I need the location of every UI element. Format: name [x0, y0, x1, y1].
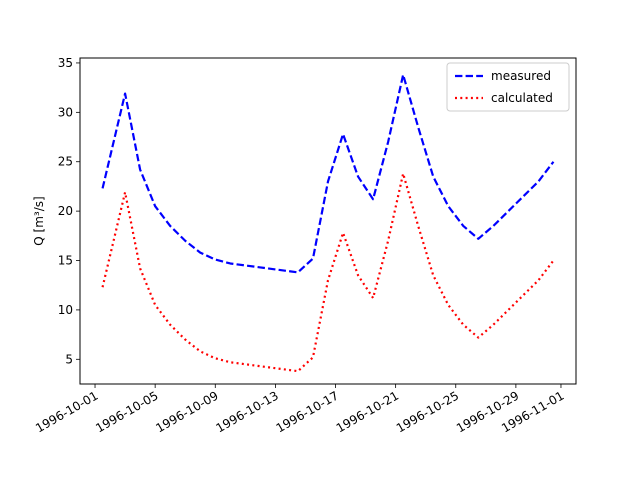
- y-tick-label: 20: [58, 204, 73, 218]
- x-axis: 1996-10-011996-10-051996-10-091996-10-13…: [33, 384, 566, 435]
- y-tick-label: 35: [58, 56, 73, 70]
- y-tick-label: 5: [65, 352, 73, 366]
- x-tick-label: 1996-10-05: [93, 388, 160, 435]
- series-line-calculated: [101, 172, 555, 373]
- legend-label-measured: measured: [491, 69, 551, 83]
- plot-area: [79, 57, 577, 385]
- legend-label-calculated: calculated: [491, 91, 553, 105]
- x-tick-label: 1996-10-13: [213, 388, 280, 435]
- x-tick-label: 1996-10-09: [153, 388, 220, 435]
- series-layer: [101, 73, 555, 373]
- y-tick-label: 30: [58, 105, 73, 119]
- y-axis: 5 10 15 20 25 30 35: [58, 56, 80, 366]
- x-tick-label: 1996-10-25: [394, 388, 461, 435]
- y-tick-label: 10: [58, 303, 73, 317]
- y-axis-label: Q [m³/s]: [32, 196, 46, 245]
- x-tick-label: 1996-10-17: [274, 388, 341, 435]
- x-tick-label: 1996-10-21: [334, 388, 401, 435]
- series-line-measured: [101, 73, 555, 274]
- y-tick-label: 25: [58, 155, 73, 169]
- legend: measured calculated: [446, 62, 570, 112]
- y-tick-label: 15: [58, 254, 73, 268]
- x-tick-label: 1996-10-01: [33, 388, 100, 435]
